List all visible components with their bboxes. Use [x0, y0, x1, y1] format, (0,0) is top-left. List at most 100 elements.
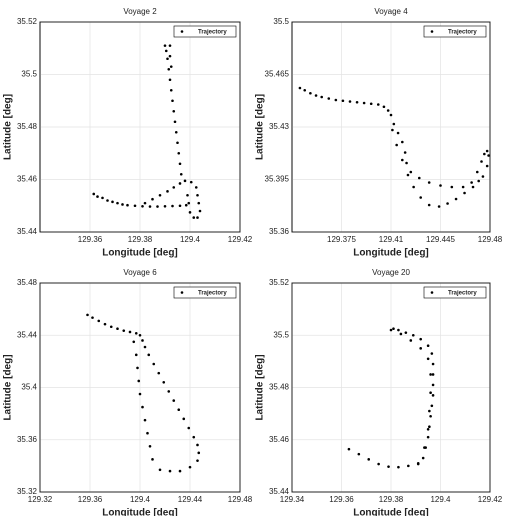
trajectory-point — [148, 205, 152, 208]
trajectory-point — [167, 390, 171, 393]
trajectory-point — [404, 331, 408, 334]
trajectory-point — [409, 170, 413, 174]
trajectory-point — [183, 179, 187, 183]
y-tick-label: 35.465 — [265, 70, 290, 79]
trajectory-point — [192, 435, 196, 439]
trajectory-point — [426, 357, 430, 361]
trajectory-point — [376, 103, 380, 106]
trajectory-point — [184, 203, 188, 207]
trajectory-point — [158, 468, 162, 472]
trajectory-point — [487, 154, 490, 157]
chart-title: Voyage 20 — [372, 268, 410, 277]
x-tick-label: 129.38 — [379, 495, 404, 504]
trajectory-point — [137, 379, 141, 383]
trajectory-point — [369, 102, 373, 106]
trajectory-point — [168, 44, 172, 47]
trajectory-point — [426, 428, 430, 431]
trajectory-point — [111, 200, 114, 204]
y-tick-label: 35.5 — [21, 70, 37, 79]
trajectory-point — [179, 172, 183, 176]
y-tick-label: 35.52 — [269, 278, 290, 287]
trajectory-point — [407, 464, 410, 468]
trajectory-point — [173, 120, 177, 124]
trajectory-point — [355, 100, 359, 104]
trajectory-point — [412, 185, 415, 189]
trajectory-point — [164, 49, 168, 53]
trajectory-point — [168, 78, 172, 82]
plot-frame — [39, 282, 241, 493]
trajectory-point — [91, 316, 94, 319]
trajectory-point — [177, 408, 181, 412]
trajectory-point — [86, 313, 89, 317]
legend-label: Trajectory — [198, 30, 227, 36]
trajectory-point — [192, 216, 196, 219]
trajectory-point — [177, 151, 181, 155]
legend-box — [423, 286, 487, 299]
y-tick-label: 35.36 — [17, 435, 38, 444]
trajectory-point — [450, 185, 454, 189]
trajectory-point — [198, 209, 202, 213]
plot-frame — [39, 21, 241, 233]
trajectory-point — [134, 331, 138, 335]
x-tick-label: 129.41 — [379, 235, 404, 244]
chart-title: Voyage 6 — [123, 268, 157, 277]
legend-box — [173, 25, 237, 38]
trajectory-point — [134, 353, 138, 357]
y-tick-label: 35.48 — [17, 278, 38, 287]
trajectory-point — [178, 162, 182, 166]
trajectory-point — [176, 141, 179, 145]
trajectory-point — [463, 191, 466, 195]
y-tick-label: 35.52 — [17, 17, 38, 26]
trajectory-point — [454, 197, 458, 201]
trajectory-point — [429, 373, 432, 376]
legend-marker — [180, 30, 184, 33]
trajectory-point — [172, 186, 176, 189]
y-tick-label: 35.44 — [269, 487, 290, 496]
plot-frame — [291, 21, 491, 233]
trajectory-point — [327, 97, 331, 100]
trajectory-point — [138, 392, 142, 396]
trajectory-point — [483, 152, 486, 156]
trajectory-point — [428, 425, 431, 428]
legend-marker — [430, 30, 434, 33]
trajectory-point — [409, 339, 413, 342]
x-tick-label: 129.38 — [128, 235, 153, 244]
trajectory-point — [172, 109, 176, 113]
y-tick-label: 35.36 — [269, 227, 290, 236]
trajectory-point — [186, 193, 189, 197]
trajectory-point — [178, 182, 182, 185]
x-tick-label: 129.34 — [280, 495, 305, 504]
x-tick-label: 129.48 — [228, 495, 253, 504]
trajectory-point — [481, 175, 485, 178]
trajectory-point — [103, 322, 107, 326]
trajectory-point — [303, 88, 307, 92]
trajectory-point — [143, 201, 147, 205]
trajectory-point — [341, 99, 345, 103]
trajectory-point — [406, 173, 410, 177]
trajectory-point — [122, 329, 126, 332]
trajectory-point — [426, 344, 430, 348]
trajectory-point — [298, 86, 302, 90]
y-axis-label: Latitude [deg] — [255, 354, 266, 420]
x-tick-label: 129.375 — [327, 235, 356, 244]
x-tick-label: 129.36 — [78, 235, 103, 244]
x-tick-label: 129.42 — [478, 495, 503, 504]
x-axis-label: Longitude [deg] — [102, 508, 178, 516]
y-axis-label: Latitude [deg] — [255, 94, 266, 160]
trajectory-point — [416, 461, 420, 465]
y-tick-label: 35.48 — [269, 383, 290, 392]
trajectory-point — [419, 196, 423, 199]
trajectory-point — [168, 54, 172, 58]
trajectory-point — [101, 196, 104, 200]
trajectory-point — [437, 205, 441, 208]
trajectory-point — [151, 458, 154, 461]
trajectory-point — [196, 193, 199, 197]
trajectory-point — [196, 216, 199, 219]
trajectory-point — [196, 459, 199, 462]
legend-box — [173, 286, 237, 299]
trajectory-point — [147, 353, 151, 357]
trajectory-point — [197, 451, 201, 455]
trajectory-point — [397, 328, 400, 332]
trajectory-point — [128, 330, 132, 334]
trajectory-point — [362, 101, 366, 105]
